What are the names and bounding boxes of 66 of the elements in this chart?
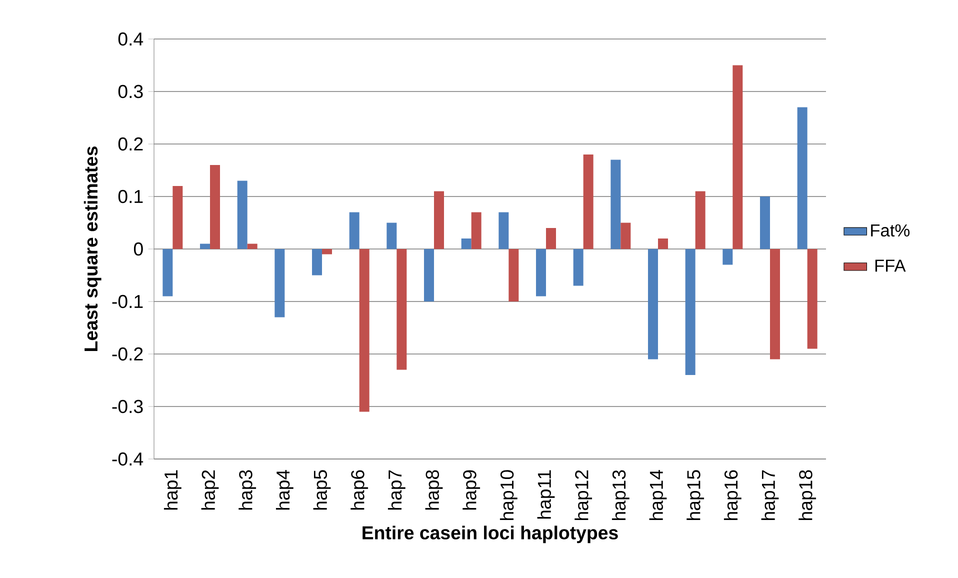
bar <box>807 248 818 349</box>
bar <box>546 228 556 249</box>
bar <box>732 65 743 249</box>
bar <box>274 248 285 318</box>
bar <box>508 248 519 302</box>
bar <box>461 238 472 249</box>
bar <box>396 248 407 370</box>
bar <box>722 248 733 265</box>
legend-label: Fat% <box>871 224 910 237</box>
x-tick-label: hap6 <box>350 470 368 510</box>
y-tick-label: -0.1 <box>112 294 143 308</box>
bar <box>386 222 397 249</box>
bar <box>583 154 594 249</box>
bar <box>424 248 434 302</box>
y-tick-label: 0 <box>134 242 143 256</box>
bar <box>247 244 258 249</box>
x-tick-label: hap13 <box>612 470 630 520</box>
x-tick-label: hap18 <box>798 470 816 520</box>
x-tick-label: hap1 <box>164 470 182 510</box>
x-tick-label: hap11 <box>537 470 555 519</box>
x-tick-label: hap14 <box>649 470 667 520</box>
y-tick-label: 0.4 <box>118 32 144 46</box>
bar <box>797 107 808 249</box>
bar <box>349 212 360 249</box>
bar <box>471 212 482 249</box>
bar <box>162 248 173 296</box>
x-tick-label: hap9 <box>462 470 480 510</box>
x-tick-label: hap4 <box>276 470 294 510</box>
y-tick-label: -0.3 <box>112 400 143 414</box>
bar <box>760 196 770 249</box>
bar <box>573 248 584 286</box>
y-tick-label: -0.2 <box>112 347 143 361</box>
y-tick-label: -0.4 <box>112 452 144 466</box>
bar <box>434 191 444 249</box>
bar <box>648 248 658 360</box>
bar <box>695 191 706 249</box>
x-tick-label: hap8 <box>425 470 443 510</box>
y-tick-label: 0.2 <box>118 137 143 151</box>
x-tick-label: hap5 <box>313 470 331 510</box>
x-tick-label: hap10 <box>500 470 518 520</box>
bar <box>620 222 631 249</box>
legend-label: FFA <box>875 260 906 272</box>
bar <box>610 160 621 249</box>
bar <box>237 180 248 249</box>
bar <box>200 244 210 249</box>
y-tick-label: 0.3 <box>118 84 143 98</box>
x-tick-label: hap17 <box>761 470 779 520</box>
x-tick-label: hap12 <box>574 470 592 520</box>
x-axis-title: Entire casein loci haplotypes <box>362 526 618 544</box>
bar <box>210 165 220 249</box>
bar <box>172 186 183 249</box>
bar <box>359 248 370 412</box>
bar <box>770 248 780 360</box>
x-tick-label: hap15 <box>686 470 704 520</box>
bar <box>685 248 696 375</box>
bar <box>536 248 546 296</box>
x-tick-label: hap3 <box>238 470 256 510</box>
x-tick-label: hap2 <box>201 470 219 510</box>
bar <box>312 248 322 276</box>
bar <box>658 238 668 249</box>
y-axis-title: Least square estimates <box>84 146 102 351</box>
y-tick-label: 0.1 <box>118 190 143 204</box>
bar <box>498 212 509 249</box>
x-tick-label: hap16 <box>724 470 742 520</box>
bar <box>322 248 332 254</box>
x-tick-label: hap7 <box>388 470 406 510</box>
